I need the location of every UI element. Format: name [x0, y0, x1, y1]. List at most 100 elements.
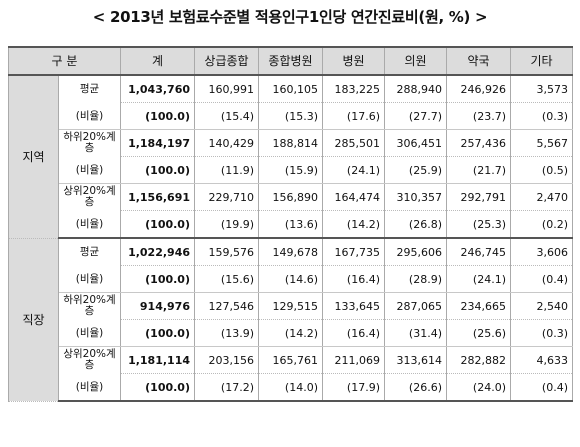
ratio-cell: (28.9): [384, 265, 447, 293]
row-label: 상위20%계층: [58, 346, 121, 374]
ratio-cell: (24.1): [322, 156, 385, 184]
row-label: 하위20%계층: [58, 292, 121, 320]
header-row: 구 분 계 상급종합 종합병원 병원 의원 약국 기타: [8, 46, 573, 76]
value-cell: 203,156: [194, 346, 259, 374]
ratio-cell: (0.5): [510, 156, 573, 184]
row-label: 평균: [58, 238, 121, 266]
ratio-cell: (100.0): [120, 265, 195, 293]
ratio-cell: (13.9): [194, 319, 259, 347]
ratio-row: (비율) (100.0) (15.6) (14.6) (16.4) (28.9) (24.1…: [9, 265, 573, 293]
value-cell: 140,429: [194, 129, 259, 157]
ratio-cell: (14.0): [258, 373, 323, 402]
ratio-label: (비율): [58, 265, 121, 293]
value-cell: 2,540: [510, 292, 573, 320]
ratio-label: (비율): [58, 210, 121, 239]
value-cell: 159,576: [194, 238, 259, 266]
total-value-cell: 1,156,691: [120, 183, 195, 211]
total-value-cell: 914,976: [120, 292, 195, 320]
value-cell: 2,470: [510, 183, 573, 211]
value-cell: 282,882: [446, 346, 511, 374]
value-cell: 160,991: [194, 75, 259, 103]
header-tertiary-hospital: 상급종합: [194, 46, 259, 76]
ratio-cell: (15.9): [258, 156, 323, 184]
ratio-cell: (0.2): [510, 210, 573, 239]
total-value-cell: 1,043,760: [120, 75, 195, 103]
ratio-cell: (0.4): [510, 373, 573, 402]
value-cell: 4,633: [510, 346, 573, 374]
value-cell: 306,451: [384, 129, 447, 157]
header-clinic: 의원: [384, 46, 447, 76]
ratio-cell: (19.9): [194, 210, 259, 239]
ratio-cell: (21.7): [446, 156, 511, 184]
table-row: 지역 평균 1,043,760 160,991 160,105 183,225 288,94…: [8, 75, 573, 239]
value-cell: 167,735: [322, 238, 385, 266]
ratio-label: (비율): [58, 319, 121, 347]
ratio-cell: (0.3): [510, 319, 573, 347]
table-row: 직장 평균 1,022,946 159,576 149,678 167,735 295,60…: [8, 238, 573, 402]
ratio-cell: (0.4): [510, 265, 573, 293]
ratio-cell: (15.3): [258, 102, 323, 130]
value-cell: 257,436: [446, 129, 511, 157]
medical-cost-table: 구 분 계 상급종합 종합병원 병원 의원 약국 기타 지역 평균 1,043,76…: [8, 46, 573, 402]
value-cell: 234,665: [446, 292, 511, 320]
ratio-cell: (100.0): [120, 102, 195, 130]
ratio-cell: (14.6): [258, 265, 323, 293]
ratio-cell: (17.2): [194, 373, 259, 402]
value-cell: 285,501: [322, 129, 385, 157]
ratio-cell: (13.6): [258, 210, 323, 239]
ratio-row: (비율) (100.0) (19.9) (13.6) (14.2) (26.8) (25.3…: [9, 210, 573, 239]
region-label: 지역: [8, 75, 59, 239]
ratio-cell: (100.0): [120, 319, 195, 347]
value-cell: 3,606: [510, 238, 573, 266]
value-cell: 292,791: [446, 183, 511, 211]
ratio-row: (비율) (100.0) (11.9) (15.9) (24.1) (25.9) (21.7…: [9, 156, 573, 184]
ratio-cell: (26.6): [384, 373, 447, 402]
value-cell: 229,710: [194, 183, 259, 211]
ratio-label: (비율): [58, 102, 121, 130]
header-category: 구 분: [8, 46, 121, 76]
row-label: 평균: [58, 75, 121, 103]
ratio-cell: (15.4): [194, 102, 259, 130]
ratio-cell: (100.0): [120, 373, 195, 402]
ratio-cell: (16.4): [322, 319, 385, 347]
header-total: 계: [120, 46, 195, 76]
table-title: < 2013년 보험료수준별 적용인구1인당 연간진료비(원, %) >: [92, 8, 488, 26]
value-cell: 211,069: [322, 346, 385, 374]
ratio-row: (비율) (100.0) (13.9) (14.2) (16.4) (31.4) (25.6…: [9, 319, 573, 347]
ratio-cell: (100.0): [120, 156, 195, 184]
total-value-cell: 1,184,197: [120, 129, 195, 157]
value-cell: 188,814: [258, 129, 323, 157]
table-row: 상위20%계층 1,181,114 203,156 165,761 211,069 313…: [9, 346, 573, 374]
ratio-cell: (23.7): [446, 102, 511, 130]
ratio-cell: (0.3): [510, 102, 573, 130]
ratio-row: (비율) (100.0) (15.4) (15.3) (17.6) (27.7) (23.7…: [9, 102, 573, 130]
row-label: 상위20%계층: [58, 183, 121, 211]
ratio-cell: (17.6): [322, 102, 385, 130]
region-label: 직장: [8, 238, 59, 402]
value-cell: 129,515: [258, 292, 323, 320]
value-cell: 183,225: [322, 75, 385, 103]
row-label: 하위20%계층: [58, 129, 121, 157]
ratio-cell: (24.1): [446, 265, 511, 293]
table-row: 하위20%계층 1,184,197 140,429 188,814 285,501 306…: [9, 129, 573, 157]
value-cell: 165,761: [258, 346, 323, 374]
ratio-cell: (100.0): [120, 210, 195, 239]
value-cell: 127,546: [194, 292, 259, 320]
ratio-cell: (16.4): [322, 265, 385, 293]
value-cell: 295,606: [384, 238, 447, 266]
value-cell: 246,926: [446, 75, 511, 103]
table-row: 하위20%계층 914,976 127,546 129,515 133,645 287,0…: [9, 292, 573, 320]
total-value-cell: 1,181,114: [120, 346, 195, 374]
ratio-label: (비율): [58, 156, 121, 184]
ratio-cell: (27.7): [384, 102, 447, 130]
ratio-cell: (25.9): [384, 156, 447, 184]
value-cell: 133,645: [322, 292, 385, 320]
header-other: 기타: [510, 46, 573, 76]
value-cell: 164,474: [322, 183, 385, 211]
header-hospital: 병원: [322, 46, 385, 76]
ratio-cell: (14.2): [322, 210, 385, 239]
header-general-hospital: 종합병원: [258, 46, 323, 76]
value-cell: 5,567: [510, 129, 573, 157]
ratio-cell: (25.6): [446, 319, 511, 347]
header-pharmacy: 약국: [446, 46, 511, 76]
